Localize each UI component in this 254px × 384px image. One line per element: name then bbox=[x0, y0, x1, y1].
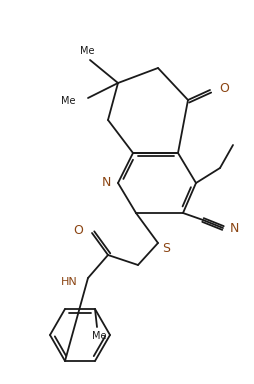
Text: S: S bbox=[162, 243, 170, 255]
Text: Me: Me bbox=[80, 46, 94, 56]
Text: N: N bbox=[230, 222, 239, 235]
Text: Me: Me bbox=[61, 96, 76, 106]
Text: HN: HN bbox=[61, 277, 78, 287]
Text: N: N bbox=[102, 177, 111, 189]
Text: O: O bbox=[219, 81, 229, 94]
Text: O: O bbox=[73, 225, 83, 237]
Text: Me: Me bbox=[92, 331, 106, 341]
